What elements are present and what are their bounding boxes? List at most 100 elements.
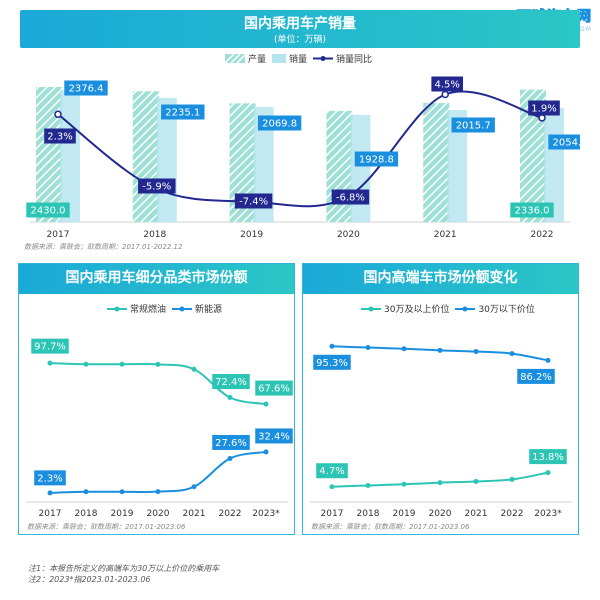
series-point-1 bbox=[83, 489, 89, 495]
legend-item-production: 产量 bbox=[225, 52, 266, 65]
category-share-chart: 2017 2018 2019 2020 2021 2022 2023* 97.7% 72.4% 6… bbox=[26, 338, 293, 519]
note-1: 注1：本报告所定义的高端车为30万以上价位的乘用车 bbox=[28, 564, 220, 573]
sales-data-label-box bbox=[451, 117, 495, 133]
series-data-label-1-box bbox=[313, 354, 351, 370]
series-data-label-0-box bbox=[255, 380, 293, 396]
legend-item-below30: 30万以下价位 bbox=[455, 302, 535, 315]
yoy-data-label-box bbox=[431, 76, 463, 92]
x-tick-label: 2019 bbox=[111, 509, 134, 519]
premium-share-header: 国内高端车市场份额变化 bbox=[303, 264, 578, 294]
series-point-1 bbox=[365, 345, 371, 351]
legend-below30-swatch bbox=[455, 306, 476, 311]
x-tick-label: 2018 bbox=[143, 230, 166, 240]
yoy-data-label-box bbox=[138, 178, 176, 194]
series-data-label-0-box bbox=[529, 449, 567, 465]
yoy-data-label: -5.9% bbox=[142, 182, 171, 193]
production-sales-title: 国内乘用车产销量 bbox=[244, 16, 356, 32]
yoy-data-label-box bbox=[528, 100, 560, 116]
x-tick-label: 2022 bbox=[219, 509, 242, 519]
x-tick-label: 2019 bbox=[240, 230, 263, 240]
series-point-1 bbox=[155, 489, 161, 495]
bar-production bbox=[36, 87, 62, 222]
series-data-label-1-box bbox=[255, 428, 293, 444]
yoy-line bbox=[57, 90, 543, 208]
legend-nev-swatch bbox=[172, 306, 193, 311]
x-tick-label: 2019 bbox=[393, 509, 416, 519]
series-point-0 bbox=[83, 361, 89, 367]
legend-production-swatch bbox=[225, 54, 245, 63]
yoy-point bbox=[54, 110, 62, 119]
sales-data-label: 2235.1 bbox=[165, 108, 200, 119]
yoy-point bbox=[538, 114, 546, 122]
x-tick-label: 2021 bbox=[183, 509, 206, 519]
x-tick-label: 2021 bbox=[434, 230, 457, 240]
sales-data-label-box bbox=[64, 80, 108, 96]
x-tick-label: 2017 bbox=[321, 509, 344, 519]
sales-data-label: 2015.7 bbox=[456, 121, 491, 132]
series-data-label-1: 95.3% bbox=[316, 358, 348, 369]
bar-sales bbox=[350, 114, 371, 222]
series-data-label-1-box bbox=[517, 368, 555, 384]
premium-share-legend: 30万及以上价位 30万以下价位 bbox=[361, 302, 535, 315]
legend-label-production: 产量 bbox=[248, 55, 267, 65]
series-data-label-0: 72.4% bbox=[215, 377, 247, 388]
legend-label-nev: 新能源 bbox=[195, 305, 223, 315]
x-tick-label: 2022 bbox=[501, 509, 524, 519]
series-point-0 bbox=[545, 470, 551, 476]
production-sales-header: 国内乘用车产销量 (单位：万辆) bbox=[20, 10, 580, 48]
series-point-1 bbox=[47, 490, 53, 496]
legend-above30-swatch bbox=[361, 306, 381, 311]
legend-sales-swatch bbox=[272, 54, 287, 63]
legend-item-above30: 30万及以上价位 bbox=[361, 302, 449, 315]
x-tick-label: 2023* bbox=[252, 509, 280, 519]
premium-share-panel: 国内高端车市场份额变化 30万及以上价位 30万以下价位 数据来源：乘联会；取数… bbox=[302, 263, 579, 535]
x-tick-label: 2020 bbox=[429, 509, 452, 519]
sales-data-label-box bbox=[257, 115, 302, 131]
series-point-1 bbox=[227, 455, 233, 461]
production-sales-panel: 国内乘用车产销量 (单位：万辆) 产量 销量 销量同比 数据来源：乘联会；取数周… bbox=[20, 10, 580, 256]
legend-label-fuel: 常规燃油 bbox=[130, 305, 167, 315]
premium-share-chart: 2017 2018 2019 2020 2021 2022 2023* 4.7% 13.8% 95… bbox=[310, 343, 572, 519]
yoy-point bbox=[441, 90, 449, 99]
series-point-1 bbox=[545, 357, 551, 363]
x-tick-label: 2021 bbox=[465, 509, 488, 519]
production-data-label: 2430.0 bbox=[31, 206, 66, 217]
series-point-0 bbox=[263, 401, 269, 407]
series-data-label-0-box bbox=[316, 463, 348, 479]
series-point-1 bbox=[329, 343, 335, 349]
category-share-header: 国内乘用车细分品类市场份额 bbox=[19, 264, 294, 294]
x-tick-label: 2017 bbox=[47, 230, 70, 240]
yoy-data-label: -6.8% bbox=[336, 193, 365, 204]
series-data-label-0: 13.8% bbox=[532, 452, 564, 463]
category-share-legend: 常规燃油 新能源 bbox=[107, 302, 222, 315]
legend-yoy-swatch bbox=[313, 56, 334, 61]
bar-production bbox=[132, 91, 159, 223]
bar-production bbox=[326, 110, 353, 222]
bar-production bbox=[423, 103, 450, 222]
premium-share-title: 国内高端车市场份额变化 bbox=[363, 270, 518, 286]
note-2: 注2：2023*指2023.01-2023.06 bbox=[28, 575, 151, 584]
yoy-data-label: 2.3% bbox=[47, 132, 72, 143]
premium-share-source: 数据来源：乘联会；取数周期：2017.01-2023.06 bbox=[311, 523, 470, 531]
yoy-data-label-box bbox=[234, 193, 273, 209]
yoy-data-label: 4.5% bbox=[434, 80, 459, 91]
production-sales-legend: 产量 销量 销量同比 bbox=[225, 52, 372, 65]
sales-data-label: 1928.8 bbox=[359, 155, 394, 166]
bar-sales bbox=[253, 107, 274, 222]
legend-item-fuel: 常规燃油 bbox=[107, 302, 166, 315]
series-point-0 bbox=[227, 395, 233, 401]
sales-data-label: 2054.3 bbox=[553, 138, 581, 149]
legend-label-sales: 销量 bbox=[289, 55, 308, 65]
series-point-1 bbox=[263, 449, 269, 455]
x-tick-label: 2020 bbox=[147, 509, 170, 519]
series-data-label-0: 97.7% bbox=[34, 342, 66, 353]
series-data-label-1: 32.4% bbox=[258, 431, 290, 442]
series-point-0 bbox=[473, 478, 479, 484]
legend-label-yoy: 销量同比 bbox=[336, 55, 373, 65]
series-data-label-0-box bbox=[212, 374, 250, 390]
production-data-label-box bbox=[510, 202, 554, 218]
series-point-0 bbox=[365, 482, 371, 488]
category-share-source: 数据来源：乘联会；取数周期：2017.01-2023.06 bbox=[27, 523, 186, 531]
series-point-0 bbox=[401, 481, 407, 487]
series-point-1 bbox=[509, 351, 515, 357]
